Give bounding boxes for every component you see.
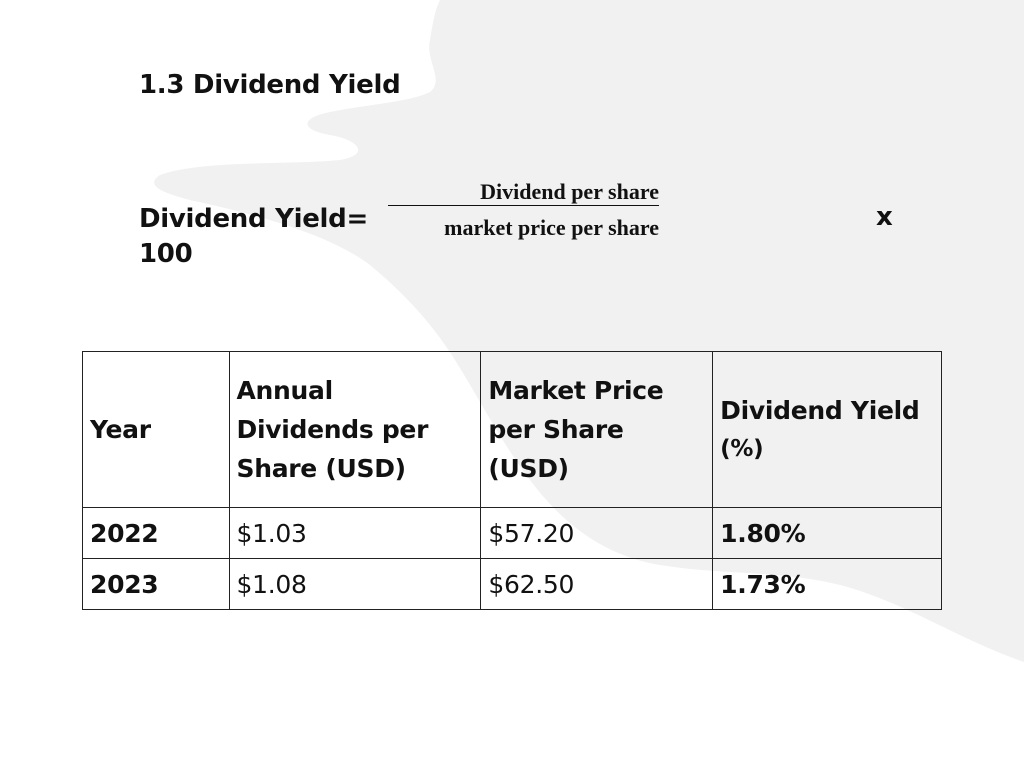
formula-lhs: Dividend Yield= 100	[139, 202, 368, 272]
formula-numerator: Dividend per share	[480, 179, 659, 204]
formula-denominator: market price per share	[444, 215, 659, 240]
cell-dividend-yield: 1.73%	[712, 558, 942, 610]
multiply-operator: x	[876, 202, 893, 232]
cell-year: 2022	[82, 507, 230, 559]
header-annual-dividends: Annual Dividends per Share (USD)	[228, 351, 482, 508]
cell-market-price: $57.20	[480, 507, 714, 559]
section-title: 1.3 Dividend Yield	[139, 70, 401, 100]
fraction-bar	[388, 205, 659, 206]
header-dividend-yield-unit: (%)	[720, 435, 764, 462]
table-header-row: Year Annual Dividends per Share (USD) Ma…	[82, 351, 942, 508]
formula-lhs-label: Dividend Yield=	[139, 204, 368, 234]
header-year: Year	[82, 351, 230, 508]
header-dividend-yield-label: Dividend Yield	[720, 395, 920, 425]
cell-year: 2023	[82, 558, 230, 610]
cell-annual-dividend: $1.08	[228, 558, 482, 610]
cell-annual-dividend: $1.03	[228, 507, 482, 559]
table-row: 2022 $1.03 $57.20 1.80%	[82, 507, 942, 559]
formula-lhs-constant: 100	[139, 239, 193, 269]
cell-market-price: $62.50	[480, 558, 714, 610]
table-row: 2023 $1.08 $62.50 1.73%	[82, 558, 942, 610]
header-market-price: Market Price per Share (USD)	[480, 351, 714, 508]
cell-dividend-yield: 1.80%	[712, 507, 942, 559]
header-dividend-yield: Dividend Yield (%)	[712, 351, 942, 508]
dividend-yield-table: Year Annual Dividends per Share (USD) Ma…	[82, 351, 942, 610]
